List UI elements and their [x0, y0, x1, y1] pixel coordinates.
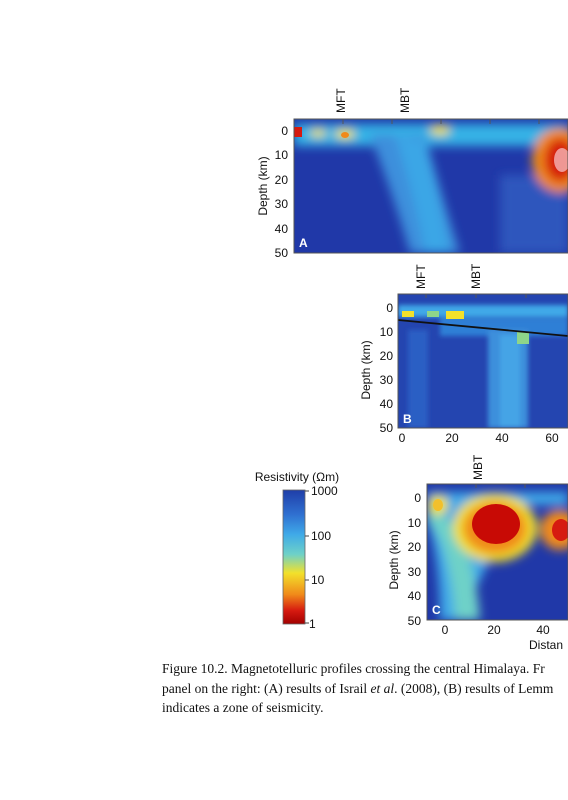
y-tick-label: 40 [408, 589, 422, 603]
y-tick-label: 0 [281, 124, 288, 138]
panel-c-frame [426, 483, 568, 621]
colorbar-gradient [282, 489, 306, 625]
y-tick-label: 20 [380, 349, 394, 363]
y-tick-label: 10 [275, 148, 289, 162]
y-tick-label: 0 [414, 491, 421, 505]
fault-label-mbt: MBT [398, 87, 412, 113]
x-tick-label: 0 [442, 623, 449, 637]
caption-text: . (2008), (B) results of Lemm [394, 680, 554, 696]
colorbar-tick-label: 1000 [311, 484, 338, 498]
y-tick-label: 50 [275, 246, 289, 260]
panel-b-frame [397, 293, 568, 429]
panel-b-plot [398, 294, 568, 428]
panel-letter: B [403, 412, 412, 426]
caption-line: indicates a zone of seismicity. [162, 700, 324, 715]
fault-label-mbt: MBT [469, 263, 483, 289]
x-tick-label: 20 [487, 623, 501, 637]
panel-c: MBT 0 10 20 30 40 50 0 20 40 Distan Dept… [387, 454, 568, 652]
fault-label-mft: MFT [334, 88, 348, 113]
y-tick-label: 30 [380, 373, 394, 387]
y-axis-label: Depth (km) [359, 340, 373, 399]
panel-c-plot [427, 484, 568, 620]
y-axis-label: Depth (km) [387, 530, 401, 589]
y-axis-label: Depth (km) [256, 156, 270, 215]
figure-caption: Figure 10.2. Magnetotelluric profiles cr… [162, 659, 568, 718]
panel-letter: C [432, 603, 441, 617]
y-tick-label: 50 [408, 614, 422, 628]
colorbar-title: Resistivity (Ωm) [255, 470, 339, 484]
y-tick-label: 10 [380, 325, 394, 339]
panel-a-plot [294, 119, 568, 253]
panel-a-top-ticks [342, 119, 540, 124]
y-tick-label: 30 [408, 565, 422, 579]
fault-label-mft: MFT [414, 264, 428, 289]
panel-b-top-ticks [425, 294, 527, 298]
x-tick-label: 40 [495, 431, 509, 445]
y-tick-label: 0 [386, 301, 393, 315]
fault-label-mbt: MBT [471, 454, 485, 480]
colorbar-tick-label: 100 [311, 529, 331, 543]
panel-a-frame [293, 118, 568, 254]
x-tick-label: 40 [536, 623, 550, 637]
panel-letter: A [299, 236, 308, 250]
colorbar-tick-label: 1 [309, 617, 316, 631]
x-tick-label: 0 [399, 431, 406, 445]
y-tick-label: 20 [275, 173, 289, 187]
y-tick-label: 50 [380, 421, 394, 435]
panel-a: MFT MBT 0 10 20 30 40 50 Depth (km) A [256, 87, 568, 260]
caption-line: panel on the right: (A) results of Israi… [162, 679, 568, 699]
x-tick-label: 20 [445, 431, 459, 445]
x-axis-label: Distan [529, 638, 563, 652]
caption-line: Figure 10.2. Magnetotelluric profiles cr… [162, 661, 545, 676]
x-tick-label: 60 [545, 431, 559, 445]
y-tick-label: 10 [408, 516, 422, 530]
resistivity-colorbar: Resistivity (Ωm) 1000 100 10 1 [255, 470, 339, 631]
panel-c-top-ticks [475, 484, 526, 488]
caption-text: panel on the right: (A) results of Israi… [162, 680, 371, 696]
caption-text-italic: et al [370, 680, 395, 696]
y-tick-label: 30 [275, 197, 289, 211]
y-tick-label: 40 [380, 397, 394, 411]
y-tick-label: 40 [275, 222, 289, 236]
y-tick-label: 20 [408, 540, 422, 554]
colorbar-tick-label: 10 [311, 573, 325, 587]
panel-b: MFT MBT 0 10 20 30 40 50 0 20 40 60 Dept… [359, 263, 568, 445]
